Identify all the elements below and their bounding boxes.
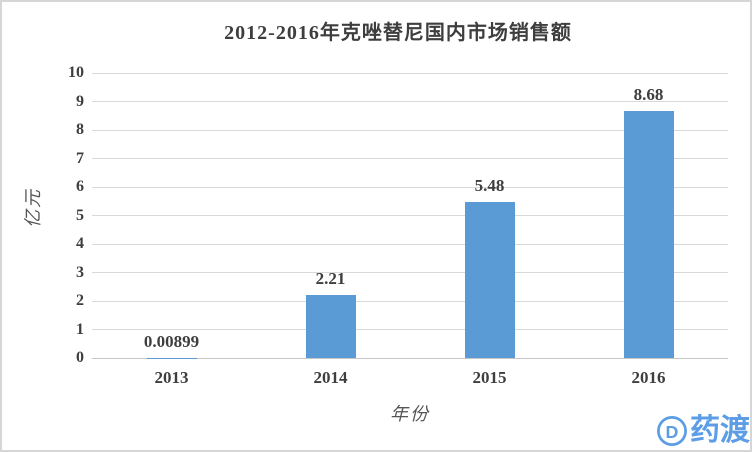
y-tick-label: 6	[76, 178, 84, 195]
gridline	[92, 272, 728, 273]
bar-2015	[464, 201, 515, 358]
svg-text:D: D	[666, 422, 679, 442]
y-tick-label: 8	[76, 121, 84, 138]
bar-data-label: 2.21	[315, 269, 346, 288]
gridline	[92, 129, 728, 131]
gridline	[92, 158, 728, 159]
gridline	[92, 101, 728, 102]
gridline	[92, 300, 728, 302]
gridline	[92, 329, 728, 330]
x-tick-label: 2013	[154, 368, 189, 387]
bar-data-label: 0.00899	[143, 331, 200, 351]
y-tick-label: 3	[76, 263, 84, 281]
y-tick-label: 10	[68, 64, 84, 81]
watermark-text: 药渡	[690, 414, 750, 447]
y-tick-label: 4	[76, 235, 84, 252]
bar-2014	[305, 295, 356, 358]
pharmacodia-d-icon: D	[657, 416, 687, 446]
bar-2016	[623, 110, 674, 358]
pharmacodia-watermark: D 药渡	[655, 414, 750, 448]
x-tick-label: 2014	[313, 368, 348, 387]
bar-data-label: 8.68	[633, 84, 664, 104]
baseline-gridline	[92, 357, 728, 359]
y-tick-label: 0	[76, 349, 84, 366]
y-tick-label: 9	[76, 92, 84, 110]
x-tick-label: 2015	[472, 368, 507, 387]
chart-title: 2012-2016年克唑替尼国内市场销售额	[224, 22, 572, 44]
x-tick-label: 2016	[631, 368, 666, 387]
y-tick-label: 2	[76, 292, 84, 309]
bar-data-label: 5.48	[474, 175, 505, 195]
y-tick-label: 1	[76, 320, 84, 338]
gridline	[92, 215, 728, 216]
gridline	[92, 243, 728, 245]
gridline	[92, 72, 728, 74]
x-axis-title: 年份	[390, 404, 430, 424]
gridline	[92, 186, 728, 188]
y-tick-label: 7	[76, 149, 84, 167]
y-tick-label: 5	[76, 206, 84, 224]
